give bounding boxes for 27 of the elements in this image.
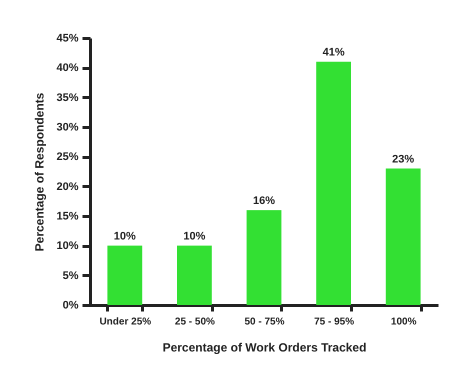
data-label: 41% [322, 46, 345, 59]
data-label: 23% [392, 154, 414, 166]
y-tick-label: 20% [56, 180, 79, 193]
bar [316, 62, 351, 305]
x-tick-label: 25 - 50% [174, 316, 216, 328]
y-tick-label: 15% [56, 210, 79, 222]
x-tick-label: 50 - 75% [244, 316, 285, 328]
data-label: 10% [114, 230, 136, 243]
bar [107, 246, 142, 305]
y-tick-label: 0% [62, 300, 79, 312]
y-tick-label: 5% [62, 270, 79, 282]
data-label: 10% [183, 230, 206, 243]
bar [246, 210, 282, 305]
bar [386, 168, 421, 305]
x-axis-title: Percentage of Work Orders Tracked [162, 340, 366, 354]
y-tick-label: 30% [56, 122, 79, 134]
x-tick-label: 100% [390, 316, 417, 328]
bar [177, 246, 212, 305]
y-tick-label: 40% [56, 62, 79, 74]
x-tick-label: Under 25% [99, 316, 152, 328]
y-tick-label: 25% [56, 151, 79, 164]
x-tick-label: 75 - 95% [314, 316, 354, 328]
y-tick-label: 10% [56, 240, 79, 252]
data-label: 16% [252, 195, 276, 208]
y-axis-title: Percentage of Respondents [32, 92, 46, 252]
y-tick-label: 45% [56, 32, 79, 44]
y-tick-label: 35% [56, 92, 79, 104]
